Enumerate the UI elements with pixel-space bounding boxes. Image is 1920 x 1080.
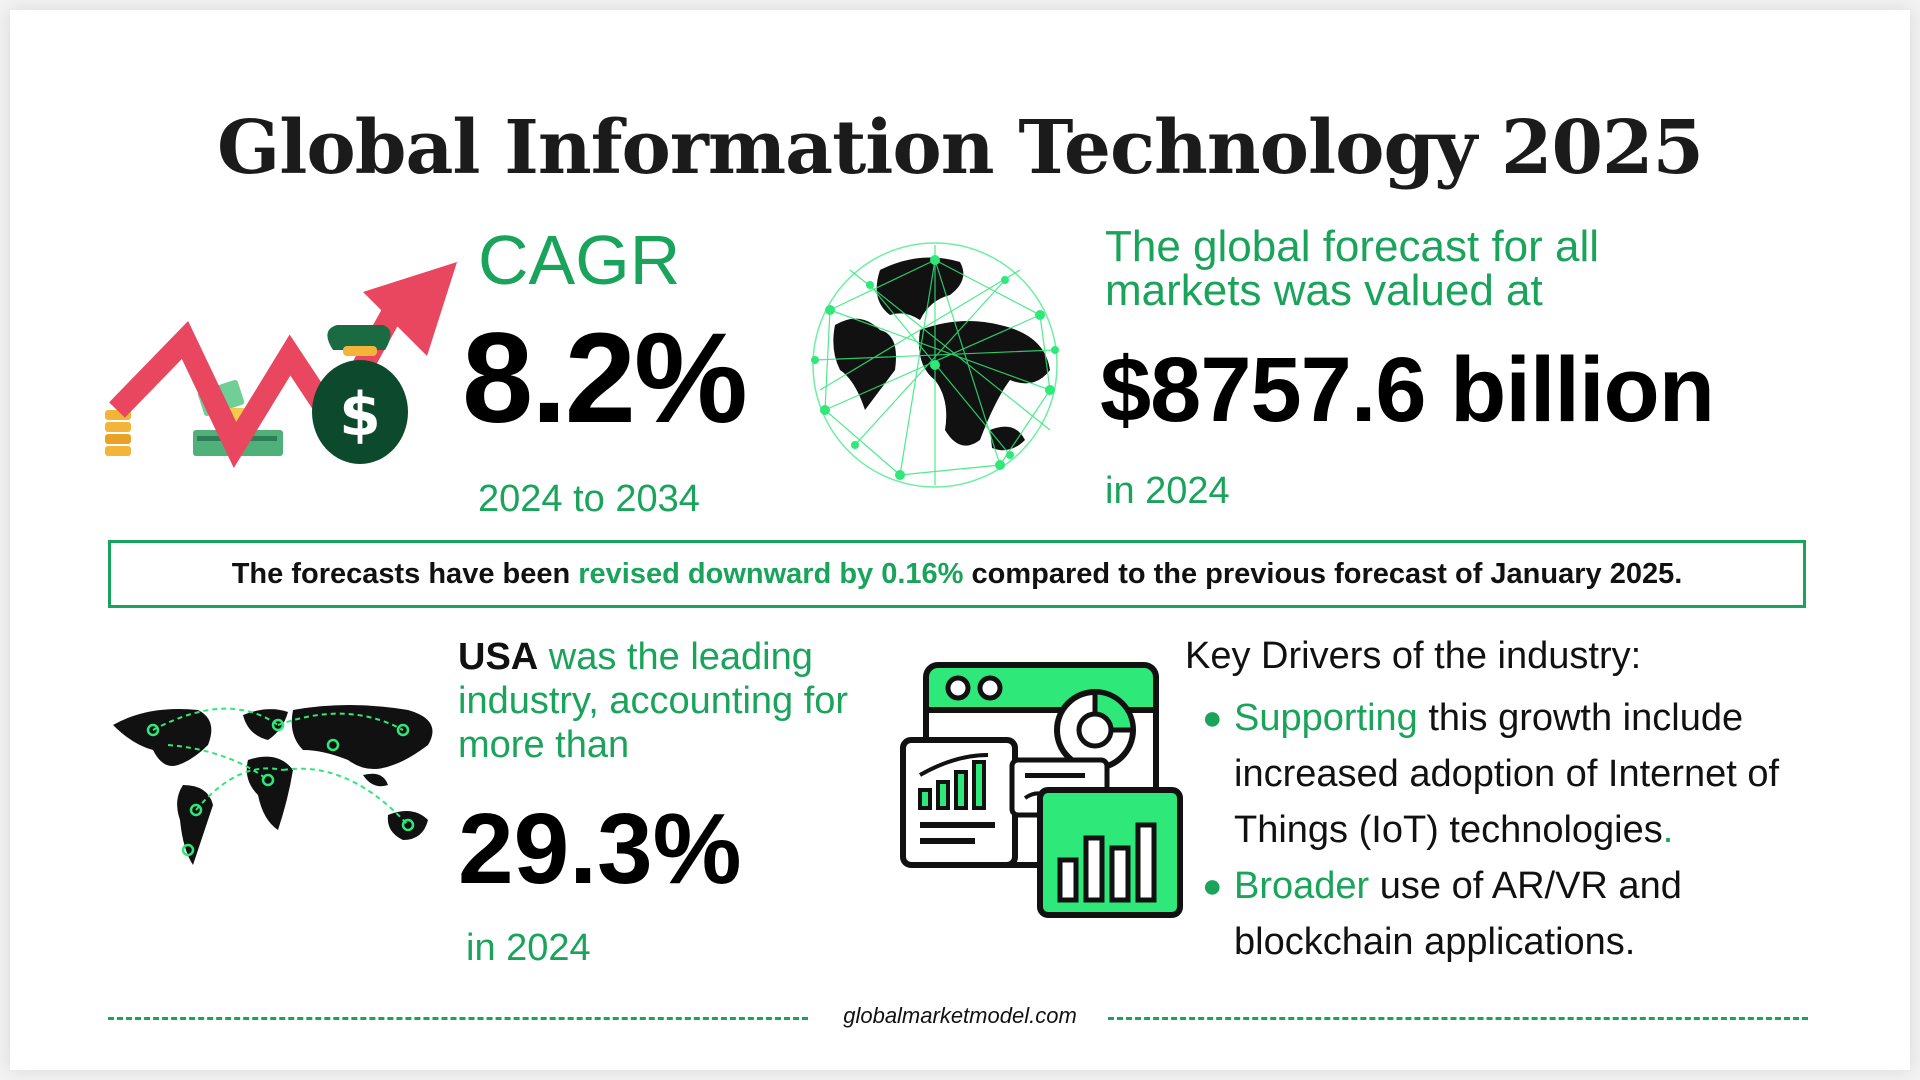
coin-stack xyxy=(105,410,131,456)
driver-highlight: Supporting xyxy=(1234,697,1418,739)
driver-highlight: Broader xyxy=(1234,865,1370,907)
forecast-year: in 2024 xyxy=(1105,470,1230,512)
revision-banner: The forecasts have been revised downward… xyxy=(108,540,1806,608)
world-map-icon xyxy=(113,705,433,865)
bullet-icon: ● xyxy=(1202,867,1223,905)
cagr-value: 8.2% xyxy=(462,307,748,450)
cagr-range: 2024 to 2034 xyxy=(478,478,700,520)
page-title: Global Information Technology 2025 xyxy=(217,105,1704,191)
money-bag-icon: $ xyxy=(312,325,408,464)
usa-year: in 2024 xyxy=(466,927,591,969)
cagr-label: CAGR xyxy=(478,221,681,299)
banner-suffix: compared to the previous forecast of Jan… xyxy=(971,557,1683,590)
globe-network-icon xyxy=(811,242,1059,488)
driver-text: this growth include increased adoption o… xyxy=(1234,697,1780,851)
forecast-label: The global forecast for all markets was … xyxy=(1105,222,1600,315)
drivers-title: Key Drivers of the industry: xyxy=(1185,635,1642,677)
usa-country: USA xyxy=(458,636,539,678)
footer-divider-left xyxy=(108,1017,808,1020)
usa-value: 29.3% xyxy=(458,793,742,905)
list-item: ● Supporting this growth include increas… xyxy=(1200,690,1840,858)
footer-divider-right xyxy=(1108,1017,1808,1020)
banner-prefix: The forecasts have been xyxy=(231,557,571,590)
forecast-value: $8757.6 billion xyxy=(1100,339,1715,441)
list-item: ● Broader use of AR/VR and blockchain ap… xyxy=(1200,858,1840,970)
driver-text: use of AR/VR and blockchain applications… xyxy=(1234,865,1682,963)
drivers-list: ● Supporting this growth include increas… xyxy=(1200,690,1840,970)
usa-description: was the leading industry, accounting for… xyxy=(458,636,849,766)
usa-text: USA was the leading industry, accounting… xyxy=(458,635,898,767)
dashboard-analytics-icon xyxy=(900,662,1183,918)
rising-arrow-icon: $ xyxy=(105,262,457,469)
footer-site: globalmarketmodel.com xyxy=(843,1003,1077,1028)
driver-tail: . xyxy=(1662,809,1674,851)
svg-text:$: $ xyxy=(339,380,381,450)
banner-highlight: revised downward by 0.16% xyxy=(578,557,964,590)
bullet-icon: ● xyxy=(1202,699,1223,737)
